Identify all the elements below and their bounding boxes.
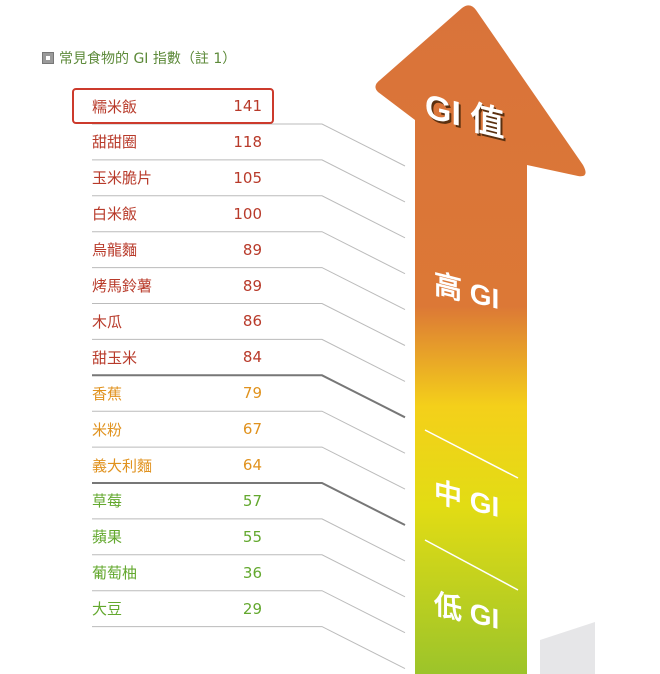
row-underline	[92, 590, 406, 634]
food-name: 烤馬鈴薯	[92, 277, 153, 295]
gi-value: 89	[242, 276, 262, 295]
gi-value: 67	[242, 420, 262, 439]
food-row: 甜玉米 84	[92, 339, 262, 375]
gi-value: 100	[233, 204, 262, 223]
category-separator-line	[92, 482, 406, 526]
square-bullet-icon	[42, 52, 54, 64]
highlight-box	[72, 88, 274, 124]
row-underline	[92, 267, 406, 311]
food-name: 烏龍麵	[92, 241, 138, 260]
food-row: 糯米飯 141	[92, 88, 262, 124]
category-separator-line	[92, 374, 406, 419]
food-row: 蘋果 55	[92, 519, 262, 555]
row-underline	[92, 446, 406, 490]
chart-title: 常見食物的 GI 指數（註 1）	[42, 48, 236, 68]
food-row: 白米飯 100	[92, 196, 262, 232]
gi-value: 36	[242, 563, 262, 582]
food-row: 大豆 29	[92, 591, 262, 627]
row-underline	[92, 159, 406, 203]
food-name: 甜甜圈	[92, 133, 138, 152]
food-row: 玉米脆片 105	[92, 160, 262, 196]
gi-value: 89	[242, 240, 262, 259]
row-underline	[92, 410, 406, 454]
food-row: 香蕉 79	[92, 375, 262, 411]
food-name: 蘋果	[92, 528, 123, 547]
gi-value: 84	[242, 348, 262, 367]
row-underline	[92, 518, 406, 562]
food-name: 糯米飯	[92, 97, 138, 116]
food-row: 義大利麵 64	[92, 447, 262, 483]
food-row: 烏龍麵 89	[92, 232, 262, 268]
food-row: 甜甜圈 118	[92, 124, 262, 160]
gi-value: 86	[242, 312, 262, 331]
row-underline	[92, 554, 406, 598]
gi-value: 79	[242, 384, 262, 403]
row-underline	[92, 123, 406, 167]
food-name: 大豆	[92, 600, 123, 619]
gi-value: 57	[242, 491, 262, 510]
food-row: 烤馬鈴薯 89	[92, 268, 262, 304]
food-name: 玉米脆片	[92, 169, 153, 188]
row-underline	[92, 626, 406, 670]
gi-value: 29	[242, 599, 262, 618]
food-row: 葡萄柚 36	[92, 555, 262, 591]
food-row: 米粉 67	[92, 411, 262, 447]
food-name: 甜玉米	[92, 348, 138, 367]
gi-value: 64	[242, 456, 262, 474]
gi-value: 118	[233, 132, 262, 151]
food-name: 米粉	[92, 420, 123, 439]
food-name: 木瓜	[92, 312, 123, 331]
food-row: 木瓜 86	[92, 303, 262, 339]
food-name: 義大利麵	[92, 456, 153, 475]
gi-value: 105	[233, 168, 262, 187]
food-row: 草莓 57	[92, 483, 262, 519]
food-name: 白米飯	[92, 205, 138, 224]
gi-value: 55	[242, 527, 262, 546]
gi-arrow	[375, 5, 586, 674]
gi-value: 141	[233, 97, 262, 115]
row-underline	[92, 195, 406, 239]
title-text: 常見食物的 GI 指數（註 1）	[59, 51, 237, 67]
food-name: 香蕉	[92, 384, 123, 403]
food-name: 草莓	[92, 492, 123, 511]
watermark-blur	[540, 622, 595, 674]
food-name: 葡萄柚	[92, 564, 138, 583]
low-divider	[424, 539, 519, 591]
medium-divider	[424, 429, 519, 479]
row-underline	[92, 338, 406, 382]
leader-lines	[92, 123, 406, 670]
row-underline	[92, 303, 406, 346]
row-underline	[92, 231, 406, 275]
